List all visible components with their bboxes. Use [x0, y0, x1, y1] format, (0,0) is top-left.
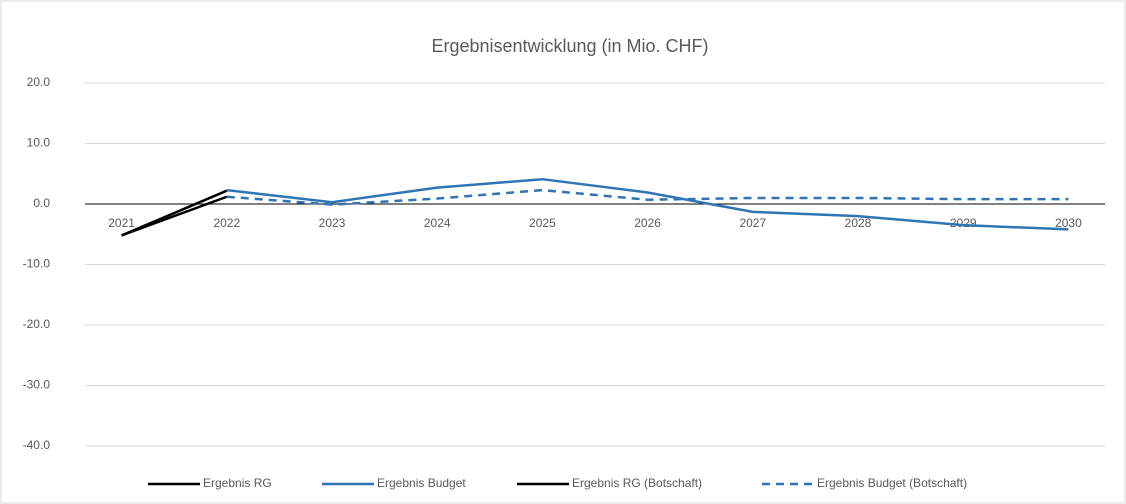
y-tick-label: 10.0	[27, 136, 51, 150]
x-tick-label: 2021	[108, 216, 135, 230]
x-tick-label: 2028	[845, 216, 872, 230]
y-tick-label: -30.0	[23, 378, 51, 392]
y-tick-label: -40.0	[23, 438, 51, 452]
line-series	[226, 177, 1069, 231]
x-tick-label: 2023	[319, 216, 346, 230]
x-tick-label: 2030	[1055, 216, 1082, 230]
legend-label: Ergebnis Budget	[377, 476, 466, 490]
x-tick-label: 2024	[424, 216, 451, 230]
line-series	[121, 195, 228, 237]
legend-label: Ergebnis RG	[203, 476, 272, 490]
x-tick-label: 2022	[213, 216, 240, 230]
line-series	[226, 188, 1069, 206]
x-tick-label: 2027	[739, 216, 766, 230]
x-tick-label: 2025	[529, 216, 556, 230]
y-tick-label: 0.0	[33, 196, 50, 210]
y-tick-label: -20.0	[23, 317, 51, 331]
y-tick-label: -10.0	[23, 257, 51, 271]
legend-label: Ergebnis RG (Botschaft)	[572, 476, 702, 490]
x-tick-label: 2026	[634, 216, 661, 230]
y-tick-label: 20.0	[27, 75, 51, 89]
chart-title: Ergebnisentwicklung (in Mio. CHF)	[431, 36, 708, 56]
legend-label: Ergebnis Budget (Botschaft)	[817, 476, 967, 490]
